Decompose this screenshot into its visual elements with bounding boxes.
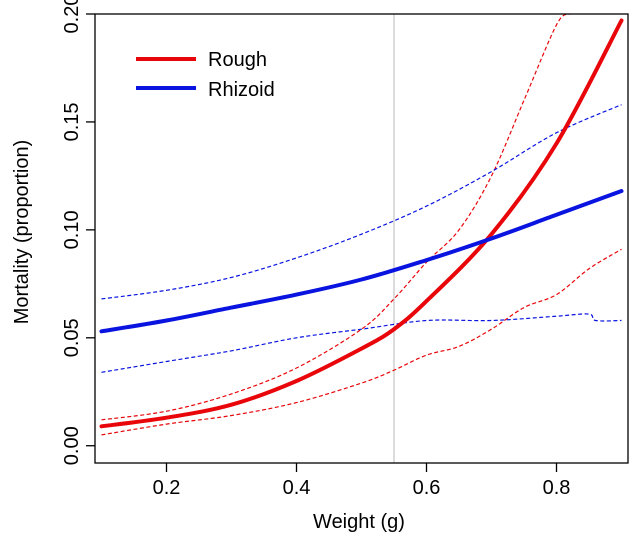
y-axis-title: Mortality (proportion) (11, 140, 33, 325)
series-rhizoid-ci-upper (101, 104, 622, 300)
legend-label-rough: Rough (208, 49, 267, 71)
y-tick-label: 0.00 (61, 426, 83, 465)
y-tick-label: 0.20 (61, 0, 83, 33)
y-tick-label: 0.15 (61, 102, 83, 141)
y-tick-label: 0.10 (61, 210, 83, 249)
legend-label-rhizoid: Rhizoid (208, 79, 275, 101)
x-axis-title: Weight (g) (313, 511, 405, 533)
plot-frame (94, 13, 629, 464)
legend: Rough Rhizoid (136, 49, 275, 101)
series-rough-ci-lower (101, 248, 622, 436)
series-rhizoid-ci-lower (101, 313, 622, 373)
series-rough-line (99, 18, 624, 429)
series-rough-ci-upper (101, 14, 570, 421)
x-tick-label: 0.2 (153, 477, 181, 499)
x-tick-label: 0.6 (413, 477, 441, 499)
y-tick-label: 0.05 (61, 318, 83, 357)
x-tick-label: 0.4 (283, 477, 311, 499)
x-tick-label: 0.8 (543, 477, 571, 499)
series-rhizoid-line (99, 189, 624, 334)
